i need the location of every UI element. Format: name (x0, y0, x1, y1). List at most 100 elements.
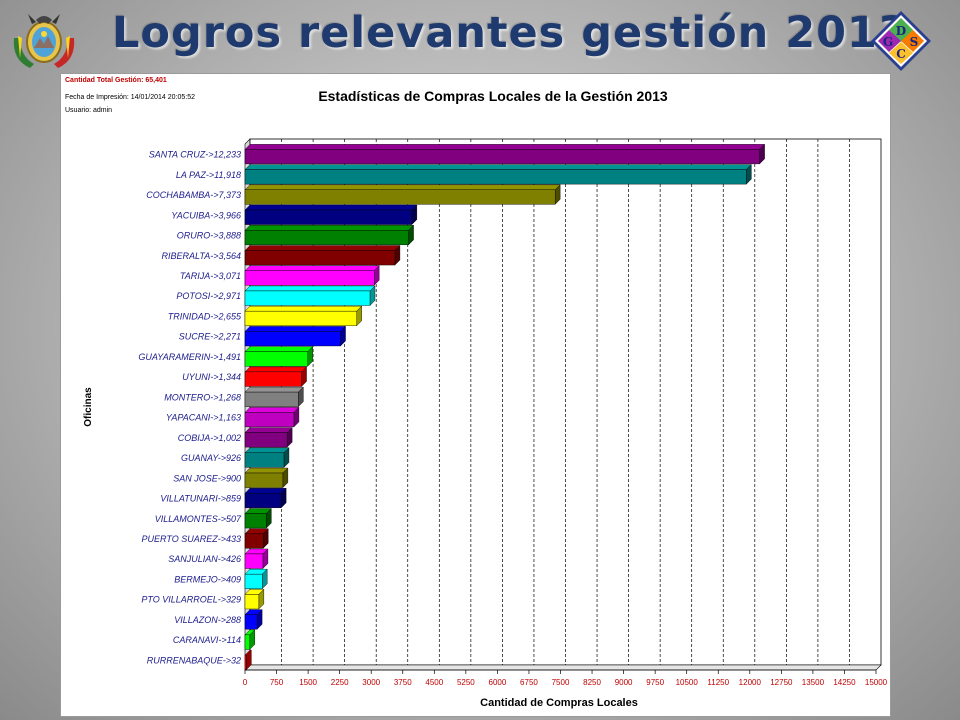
y-tick-label: PTO VILLARROEL->329 (141, 595, 241, 605)
y-tick-label: TARIJA->3,071 (180, 271, 241, 281)
bar-top-face (244, 184, 561, 190)
y-tick-label: VILLAZON->288 (174, 615, 241, 625)
bar (244, 472, 284, 488)
bar (244, 533, 264, 549)
bar (244, 573, 263, 589)
y-tick-label: VILLATUNARI->859 (160, 494, 241, 504)
logo-letter-g: G (883, 35, 893, 49)
bar-top-face (244, 447, 290, 453)
y-tick-label: RIBERALTA->3,564 (162, 251, 241, 261)
y-tick-label: POTOSI->2,971 (176, 291, 241, 301)
x-tick-label: 2250 (331, 678, 349, 687)
logo-letter-s: S (910, 35, 919, 49)
bar-top-face (244, 346, 314, 352)
y-axis-label: Oficinas (83, 387, 94, 427)
x-tick-label: 5250 (457, 678, 475, 687)
logo-letter-d: D (896, 24, 906, 38)
bar-top-face (244, 245, 401, 251)
x-tick-label: 12000 (739, 678, 762, 687)
report-user: Usuario: admin (65, 107, 113, 114)
report-print-date: Fecha de Impresión: 14/01/2014 20:05:52 (65, 94, 195, 101)
bar (244, 614, 258, 630)
y-tick-label: BERMEJO->409 (174, 574, 241, 584)
x-tick-label: 3000 (362, 678, 380, 687)
bar (244, 391, 299, 407)
y-tick-label: COBIJA->1,002 (178, 433, 241, 443)
x-tick-label: 3750 (394, 678, 412, 687)
y-tick-label: CARANAVI->114 (173, 635, 241, 645)
logo-letter-c: C (896, 47, 906, 61)
bar-top-face (244, 366, 308, 373)
bar (244, 452, 285, 468)
bar (244, 169, 747, 185)
dscg-logo-icon: D S C G (871, 11, 931, 71)
x-tick-label: 6750 (520, 678, 538, 687)
x-tick-label: 8250 (583, 678, 601, 687)
x-tick-label: 1500 (299, 678, 317, 687)
bar (244, 250, 396, 266)
bar-top-face (244, 285, 376, 292)
chart-title: Estadísticas de Compras Locales de la Ge… (318, 88, 668, 104)
bar (244, 310, 357, 326)
x-tick-label: 6000 (489, 678, 507, 687)
y-tick-label: TRINIDAD->2,655 (168, 311, 242, 321)
bar-top-face (244, 225, 415, 231)
x-tick-label: 750 (270, 678, 284, 687)
bar (244, 493, 282, 509)
y-tick-label: SAN JOSE->900 (173, 473, 241, 483)
bar (244, 654, 247, 670)
x-tick-label: 11250 (707, 678, 729, 687)
y-tick-label: LA PAZ->11,918 (176, 170, 241, 180)
chart-panel: Cantidad Total Gestión: 65,401 Fecha de … (60, 73, 891, 717)
y-tick-label: SANJULIAN->426 (168, 554, 241, 564)
bar (244, 149, 760, 165)
x-tick-label: 10500 (676, 678, 699, 687)
coat-of-arms-icon (13, 14, 75, 68)
bar (244, 513, 267, 529)
y-tick-label: YAPACANI->1,163 (166, 413, 241, 423)
bar (244, 270, 375, 286)
bar (244, 290, 371, 306)
bar-chart: Estadísticas de Compras Locales de la Ge… (83, 88, 888, 709)
bar (244, 371, 302, 387)
y-tick-label: MONTERO->1,268 (164, 392, 241, 402)
y-tick-label: RURRENABAQUE->32 (147, 655, 241, 665)
bar (244, 230, 409, 246)
x-tick-label: 4500 (425, 678, 443, 687)
x-tick-label: 9000 (615, 678, 633, 687)
y-tick-label: SUCRE->2,271 (179, 332, 241, 342)
y-tick-label: COCHABAMBA->7,373 (146, 190, 241, 200)
bar-top-face (244, 164, 752, 170)
report-total-line: Cantidad Total Gestión: 65,401 (65, 77, 167, 84)
bar-top-face (244, 386, 304, 393)
bar-top-face (244, 467, 289, 474)
y-tick-label: UYUNI->1,344 (182, 372, 241, 382)
bar-top-face (244, 305, 363, 312)
y-tick-label: ORURO->3,888 (177, 231, 241, 241)
x-tick-label: 0 (243, 678, 248, 687)
y-tick-label: VILLAMONTES->507 (155, 514, 242, 524)
slide-title: Logros relevantes gestión 2013 (112, 8, 909, 58)
bar (244, 594, 260, 610)
bar (244, 331, 341, 347)
bar (244, 209, 413, 225)
bar (244, 432, 288, 448)
bar-top-face (244, 144, 766, 150)
y-tick-label: GUAYARAMERIN->1,491 (138, 352, 241, 362)
x-tick-label: 12750 (770, 678, 793, 687)
bar (244, 412, 295, 428)
y-tick-label: YACUIBA->3,966 (171, 210, 241, 220)
y-tick-label: GUANAY->926 (181, 453, 241, 463)
bar-top-face (244, 204, 418, 211)
x-axis-label: Cantidad de Compras Locales (480, 697, 638, 709)
plot-floor (244, 664, 882, 671)
bar (244, 189, 556, 205)
bar-top-face (244, 427, 293, 433)
x-tick-label: 13500 (802, 678, 825, 687)
y-tick-label: PUERTO SUAREZ->433 (142, 534, 241, 544)
bar-top-face (244, 326, 347, 332)
x-tick-label: 14250 (833, 678, 856, 687)
bar (244, 634, 250, 650)
bar-top-face (244, 488, 287, 494)
x-tick-label: 7500 (552, 678, 570, 687)
